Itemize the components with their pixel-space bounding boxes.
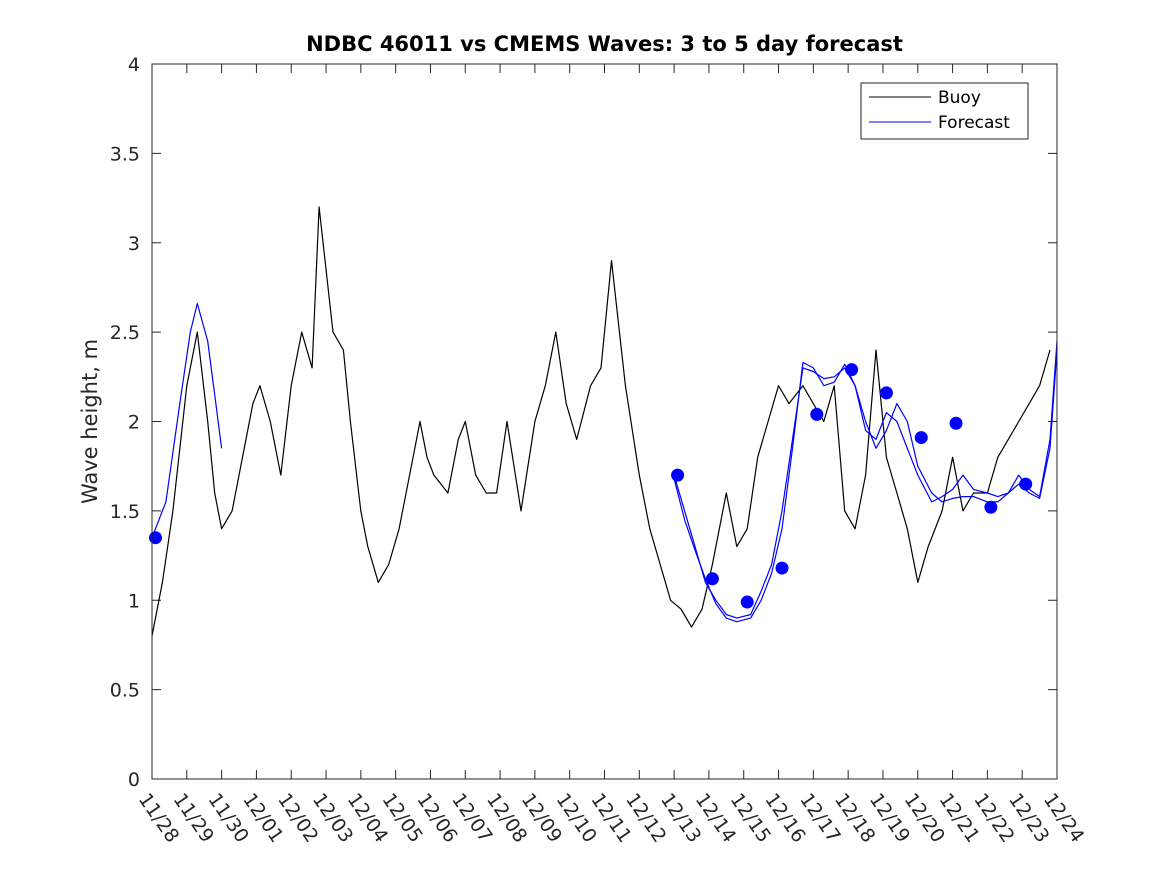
y-tick-label: 0	[128, 769, 140, 791]
forecast-start-marker	[984, 500, 998, 514]
forecast-start-marker	[705, 572, 719, 586]
y-tick-label: 3.5	[110, 143, 140, 165]
legend-box	[860, 82, 1029, 140]
forecast-start-marker	[148, 531, 162, 545]
legend-forecast-label: Forecast	[938, 113, 1010, 133]
forecast-line	[673, 341, 1058, 619]
chart-title: NDBC 46011 vs CMEMS Waves: 3 to 5 day fo…	[306, 32, 903, 56]
forecast-start-marker	[1019, 477, 1033, 491]
series-layer	[151, 206, 1058, 637]
forecast-line	[673, 349, 1058, 623]
y-tick-label: 1.5	[110, 501, 140, 523]
y-tick-label: 1	[128, 590, 140, 612]
y-tick-label: 2.5	[110, 322, 140, 344]
y-axis-label: Wave height, m	[78, 339, 102, 504]
marker-layer	[148, 363, 1033, 609]
forecast-start-marker	[845, 363, 859, 377]
legend: Buoy Forecast	[860, 82, 1029, 140]
forecast-start-marker	[810, 407, 824, 421]
forecast-start-marker	[775, 561, 789, 575]
y-tick-label: 4	[128, 54, 140, 76]
plot-area	[152, 64, 1057, 779]
forecast-start-marker	[879, 386, 893, 400]
forecast-start-marker	[914, 431, 928, 445]
y-tick-label: 3	[128, 233, 140, 255]
axes-frame	[151, 63, 1058, 780]
y-tick-labels: 0 0.5 1 1.5 2 2.5 3 3.5 4	[110, 54, 140, 791]
y-tick-label: 2	[128, 412, 140, 434]
buoy-line	[151, 206, 1051, 637]
forecast-start-marker	[949, 416, 963, 430]
forecast-start-marker	[671, 468, 685, 482]
legend-buoy-label: Buoy	[938, 88, 981, 108]
forecast-line	[151, 302, 223, 538]
forecast-start-marker	[740, 595, 754, 609]
y-tick-label: 0.5	[110, 680, 140, 702]
